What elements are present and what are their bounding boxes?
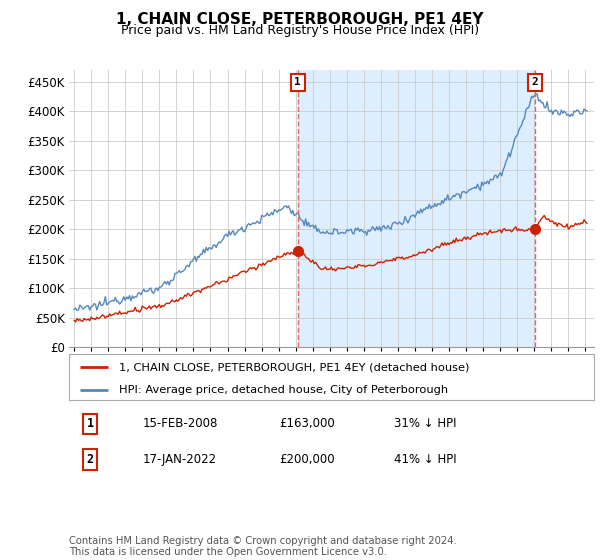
Text: 31% ↓ HPI: 31% ↓ HPI (395, 417, 457, 431)
Text: £200,000: £200,000 (279, 453, 335, 466)
Text: HPI: Average price, detached house, City of Peterborough: HPI: Average price, detached house, City… (119, 385, 448, 395)
Text: 1, CHAIN CLOSE, PETERBOROUGH, PE1 4EY (detached house): 1, CHAIN CLOSE, PETERBOROUGH, PE1 4EY (d… (119, 362, 469, 372)
Text: 15-FEB-2008: 15-FEB-2008 (143, 417, 218, 431)
Text: £163,000: £163,000 (279, 417, 335, 431)
Text: 17-JAN-2022: 17-JAN-2022 (143, 453, 217, 466)
Text: Price paid vs. HM Land Registry's House Price Index (HPI): Price paid vs. HM Land Registry's House … (121, 24, 479, 36)
Text: 1: 1 (295, 77, 301, 87)
Text: 2: 2 (86, 453, 94, 466)
Bar (298, 70, 535, 347)
Text: 41% ↓ HPI: 41% ↓ HPI (395, 453, 457, 466)
Text: 1: 1 (86, 417, 94, 431)
Text: 1, CHAIN CLOSE, PETERBOROUGH, PE1 4EY: 1, CHAIN CLOSE, PETERBOROUGH, PE1 4EY (116, 12, 484, 27)
Text: 2: 2 (532, 77, 538, 87)
Text: Contains HM Land Registry data © Crown copyright and database right 2024.
This d: Contains HM Land Registry data © Crown c… (69, 535, 457, 557)
